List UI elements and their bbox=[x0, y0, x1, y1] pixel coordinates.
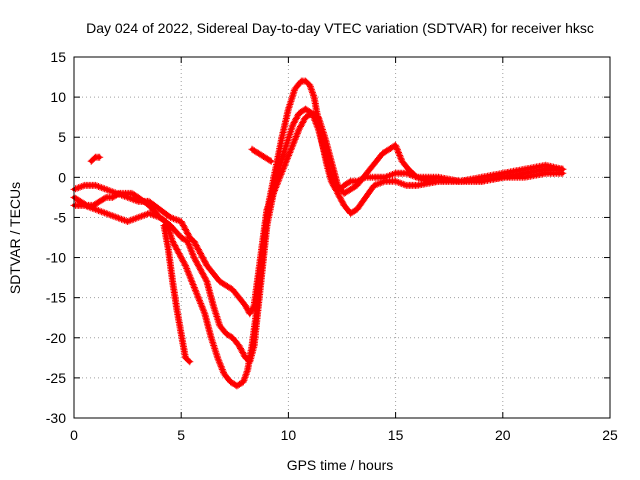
y-tick-label: -5 bbox=[54, 209, 67, 225]
x-tick-label: 5 bbox=[177, 427, 185, 443]
y-axis-label: SDTVAR / TECUs bbox=[7, 182, 23, 294]
series-track-5 bbox=[87, 153, 104, 165]
y-tick-label: -15 bbox=[46, 290, 66, 306]
x-tick-label: 20 bbox=[495, 427, 511, 443]
series-line bbox=[72, 107, 565, 364]
y-tick-label: 10 bbox=[50, 89, 66, 105]
chart-title: Day 024 of 2022, Sidereal Day-to-day VTE… bbox=[86, 20, 594, 36]
y-tick-label: 5 bbox=[58, 129, 66, 145]
y-tick-label: -20 bbox=[46, 330, 66, 346]
series-track-4 bbox=[160, 222, 194, 366]
y-tick-label: -10 bbox=[46, 250, 66, 266]
y-tick-label: 15 bbox=[50, 49, 66, 65]
axis-ticks: 0 5 10 15 20 25 -30 -25 -20 -15 -10 -5 0 5 10 15 bbox=[46, 49, 618, 443]
grid-lines bbox=[74, 57, 610, 418]
plot-frame bbox=[73, 56, 611, 419]
y-tick-label: -30 bbox=[46, 410, 66, 426]
series-markers bbox=[87, 153, 104, 165]
x-axis-label: GPS time / hours bbox=[287, 457, 394, 473]
y-tick-label: -25 bbox=[46, 370, 66, 386]
x-tick-label: 15 bbox=[388, 427, 404, 443]
series-track-6 bbox=[248, 145, 275, 165]
x-tick-label: 10 bbox=[281, 427, 297, 443]
series-markers bbox=[160, 222, 194, 366]
x-tick-label: 0 bbox=[70, 427, 78, 443]
x-tick-label: 25 bbox=[602, 427, 618, 443]
data-series bbox=[70, 77, 567, 390]
series-markers bbox=[248, 145, 275, 165]
y-tick-label: 0 bbox=[58, 169, 66, 185]
series-track-2 bbox=[70, 105, 567, 366]
series-markers bbox=[70, 105, 567, 366]
